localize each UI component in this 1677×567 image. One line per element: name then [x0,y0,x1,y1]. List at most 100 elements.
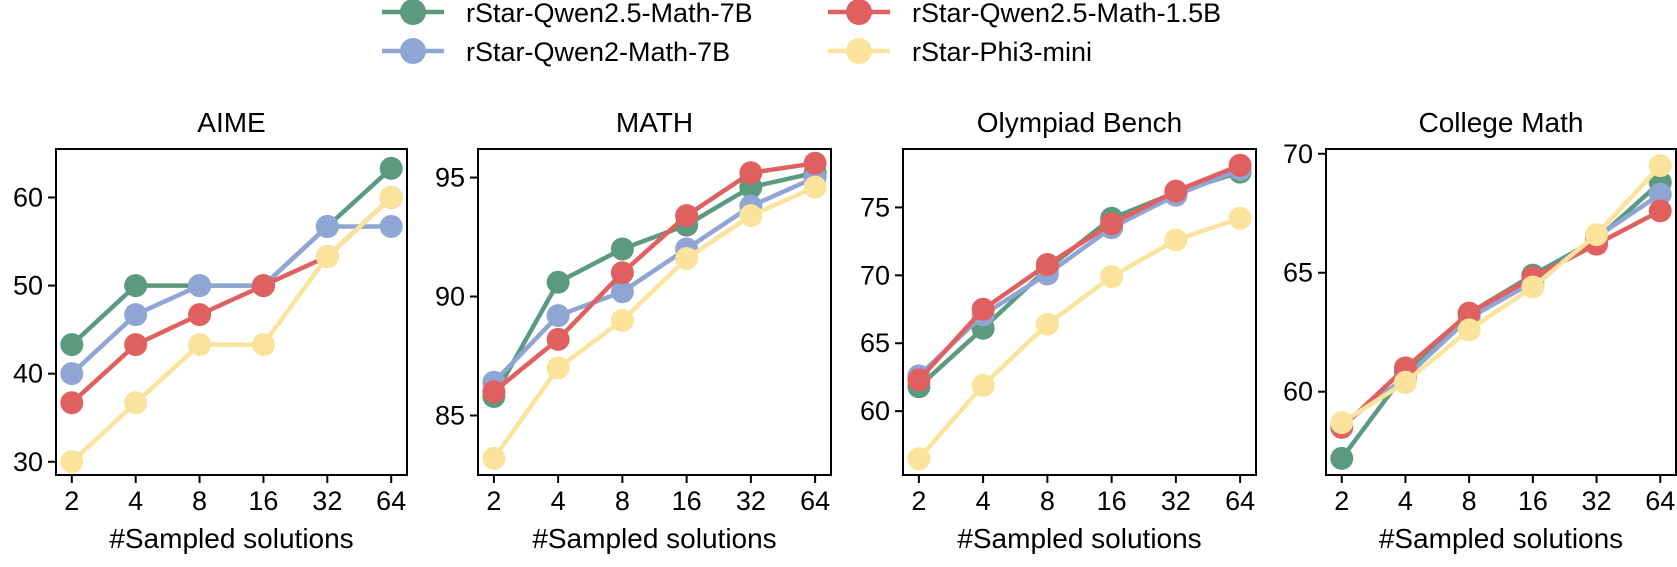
legend-marker [846,0,872,25]
y-tick-label: 70 [860,260,890,290]
data-point [610,261,634,285]
x-tick-label: 4 [976,486,991,516]
legend-marker [846,38,872,64]
data-point [124,274,148,298]
x-tick-label: 32 [1161,486,1191,516]
data-point [60,333,84,357]
series-line [1340,164,1662,425]
data-point [907,368,931,392]
x-tick-label: 8 [192,486,207,516]
data-point [1164,179,1188,203]
data-point [1035,252,1059,276]
panel-title: Olympiad Bench [977,107,1182,138]
x-tick-label: 8 [1040,486,1055,516]
y-tick-label: 40 [13,359,43,389]
data-point [675,204,699,228]
legend-entry: rStar-Qwen2.5-Math-7B [382,0,753,28]
data-point [251,333,275,357]
axes-frame [902,148,1257,476]
y-tick-label: 60 [1283,377,1313,407]
x-tick-label: 32 [1582,486,1612,516]
data-point [546,327,570,351]
data-point [1228,206,1252,230]
y-tick-label: 60 [860,396,890,426]
x-axis-label: #Sampled solutions [957,523,1201,554]
x-tick-label: 2 [486,486,501,516]
x-tick-label: 4 [1398,486,1413,516]
x-tick-label: 16 [248,486,278,516]
data-point [60,450,84,474]
series-line [917,169,1241,389]
data-point [1521,275,1545,299]
data-point [1648,199,1672,223]
series-line [70,166,393,347]
panel-title: MATH [616,107,693,138]
panel-title: College Math [1419,107,1584,138]
data-point [482,446,506,470]
legend: rStar-Qwen2.5-Math-7B rStar-Qwen2.5-Math-… [382,0,1221,67]
legend-label: rStar-Qwen2.5-Math-1.5B [912,0,1221,28]
data-point [188,303,212,327]
x-tick-label: 8 [1462,486,1477,516]
series-line [70,195,393,464]
data-point [60,391,84,415]
data-point [1330,446,1354,470]
x-tick-label: 4 [551,486,566,516]
y-tick-label: 90 [435,282,465,312]
legend-entry: rStar-Qwen2.5-Math-1.5B [828,0,1221,28]
data-point [1330,411,1354,435]
axes-frame [477,148,832,476]
x-tick-label: 16 [672,486,702,516]
x-axis-label: #Sampled solutions [109,523,353,554]
data-point [610,280,634,304]
data-point [379,156,403,180]
data-point [1035,312,1059,336]
legend-label: rStar-Phi3-mini [912,37,1092,67]
data-point [188,274,212,298]
data-point [610,308,634,332]
data-point [610,237,634,261]
legend-label: rStar-Qwen2-Math-7B [466,37,730,67]
x-tick-label: 32 [312,486,342,516]
chart-panel: Olympiad Bench 2 4 8 16 32 64 60 65 70 75 #Sampled … [860,107,1257,554]
legend-entry: rStar-Phi3-mini [828,37,1092,67]
data-point [379,215,403,239]
y-tick-label: 95 [435,163,465,193]
x-axis-label: #Sampled solutions [1379,523,1623,554]
data-point [124,333,148,357]
y-tick-label: 65 [1283,258,1313,288]
data-point [971,373,995,397]
data-point [739,204,763,228]
y-tick-label: 50 [13,271,43,301]
data-point [124,303,148,327]
series [482,175,827,470]
data-point [1393,370,1417,394]
data-point [251,274,275,298]
series [1330,170,1672,470]
series-line [917,163,1241,382]
legend-entry: rStar-Qwen2-Math-7B [382,37,730,67]
series-line [917,216,1241,461]
legend-marker [400,0,426,25]
data-point [546,356,570,380]
series-line [492,185,817,460]
x-tick-label: 16 [1518,486,1548,516]
x-tick-label: 2 [911,486,926,516]
x-tick-label: 8 [615,486,630,516]
series [482,161,827,408]
data-point [1164,228,1188,252]
legend-label: rStar-Qwen2.5-Math-7B [466,0,753,28]
data-point [1457,301,1481,325]
series-line [492,175,817,384]
x-tick-label: 32 [736,486,766,516]
data-point [315,215,339,239]
axes-frame [55,148,408,476]
x-tick-label: 64 [376,486,406,516]
data-point [803,151,827,175]
data-point [803,175,827,199]
y-tick-label: 60 [13,182,43,212]
series [60,156,403,357]
x-tick-label: 2 [64,486,79,516]
